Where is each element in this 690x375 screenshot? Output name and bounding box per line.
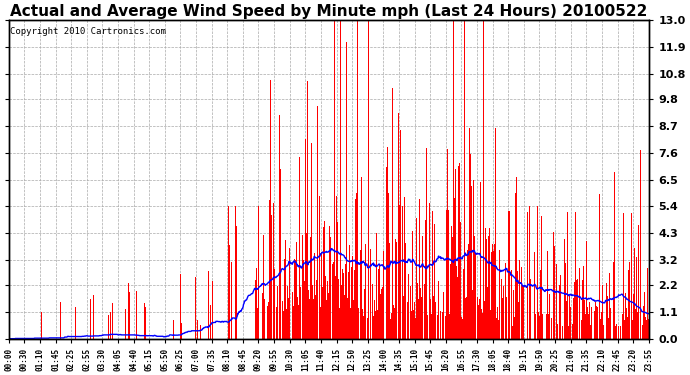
Text: Copyright 2010 Cartronics.com: Copyright 2010 Cartronics.com [10, 27, 166, 36]
Title: Actual and Average Wind Speed by Minute mph (Last 24 Hours) 20100522: Actual and Average Wind Speed by Minute … [10, 4, 648, 19]
